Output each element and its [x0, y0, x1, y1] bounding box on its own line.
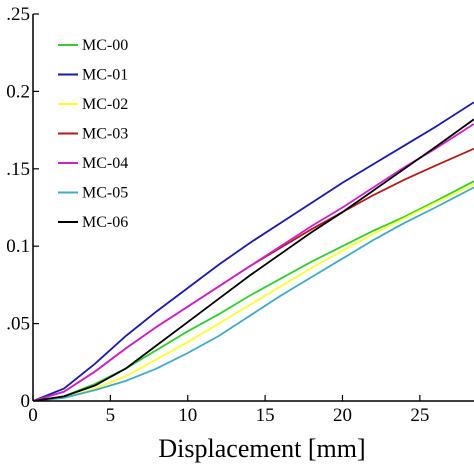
y-tick-label: .05: [6, 314, 30, 335]
legend-label: MC-05: [82, 185, 128, 202]
series-line-mc-06: [33, 118, 474, 401]
x-axis-title: Displacement [mm]: [158, 434, 365, 463]
legend-item: MC-03: [58, 126, 128, 143]
y-tick-label: 0: [21, 391, 31, 412]
y-tick-label: .15: [6, 159, 30, 180]
legend-item: MC-00: [58, 37, 128, 54]
legend-item: MC-06: [58, 214, 128, 231]
x-tick-label: 10: [178, 405, 197, 426]
series-line-mc-01: [33, 101, 474, 401]
legend-label: MC-00: [82, 37, 128, 54]
legend-item: MC-04: [58, 155, 128, 172]
x-tick-label: 0: [28, 405, 38, 426]
y-tick-label: 0.1: [6, 236, 30, 257]
series-line-mc-04: [33, 123, 474, 401]
legend-item: MC-01: [58, 67, 128, 84]
x-tick-label: 25: [410, 405, 429, 426]
x-tick-label: 20: [333, 405, 352, 426]
legend-label: MC-01: [82, 67, 128, 84]
x-tick-label: 5: [106, 405, 116, 426]
legend-label: MC-03: [82, 126, 128, 143]
y-tick-label: .25: [6, 4, 30, 25]
legend-label: MC-06: [82, 214, 128, 231]
legend-item: MC-02: [58, 96, 128, 113]
legend-label: MC-04: [82, 155, 128, 172]
legend: MC-00 MC-01 MC-02 MC-03 MC-04 MC-05 MC-06: [58, 37, 128, 231]
series-group: [33, 101, 474, 401]
y-tick-label: 0.2: [6, 81, 30, 102]
legend-label: MC-02: [82, 96, 128, 113]
axes: 0 5 10 15 20 25 0 .05 0.1 .15 0.2 .25: [6, 4, 474, 426]
series-line-mc-02: [33, 183, 474, 401]
x-tick-label: 15: [256, 405, 275, 426]
series-line-mc-00: [33, 180, 474, 401]
legend-item: MC-05: [58, 185, 128, 202]
series-line-mc-05: [33, 186, 474, 401]
